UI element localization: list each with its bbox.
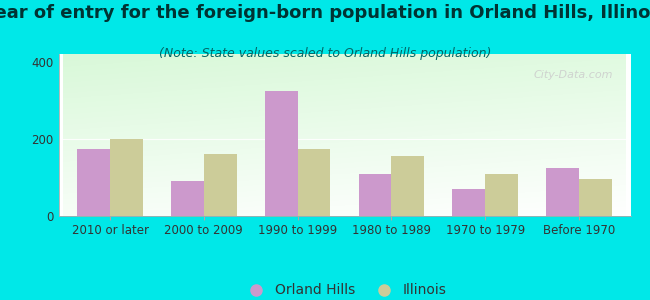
Text: Year of entry for the foreign-born population in Orland Hills, Illinois: Year of entry for the foreign-born popul… [0,4,650,22]
Bar [452,189,485,216]
Bar [579,179,612,216]
Bar [391,156,424,216]
Text: City-Data.com: City-Data.com [534,70,614,80]
Legend: Orland Hills, Illinois: Orland Hills, Illinois [237,278,452,300]
Bar [298,148,330,216]
Bar [171,181,204,216]
Bar [265,91,298,216]
Bar [546,168,579,216]
Text: (Note: State values scaled to Orland Hills population): (Note: State values scaled to Orland Hil… [159,46,491,59]
Bar [359,174,391,216]
Bar [110,139,143,216]
Bar [485,174,518,216]
Bar [77,148,110,216]
Bar [204,154,237,216]
